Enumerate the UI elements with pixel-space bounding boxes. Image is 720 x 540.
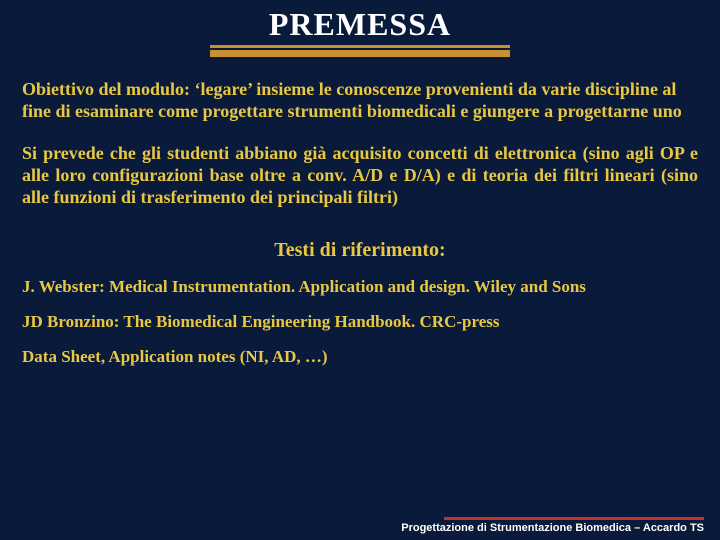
footer-bar	[444, 517, 704, 520]
title-underline	[210, 45, 510, 57]
underline-thin	[210, 45, 510, 48]
prerequisites-paragraph: Si prevede che gli studenti abbiano già …	[22, 143, 698, 209]
slide: PREMESSA Obiettivo del modulo: ‘legare’ …	[0, 0, 720, 540]
title-block: PREMESSA	[0, 0, 720, 57]
slide-title: PREMESSA	[263, 6, 457, 45]
footer: Progettazione di Strumentazione Biomedic…	[16, 517, 704, 534]
underline-thick	[210, 50, 510, 57]
reference-3: Data Sheet, Application notes (NI, AD, ……	[22, 346, 698, 367]
footer-text: Progettazione di Strumentazione Biomedic…	[16, 522, 704, 534]
content-area: Obiettivo del modulo: ‘legare’ insieme l…	[0, 57, 720, 368]
references-heading: Testi di riferimento:	[22, 239, 698, 262]
reference-2: JD Bronzino: The Biomedical Engineering …	[22, 311, 698, 332]
objective-paragraph: Obiettivo del modulo: ‘legare’ insieme l…	[22, 79, 698, 123]
reference-1: J. Webster: Medical Instrumentation. App…	[22, 276, 698, 297]
